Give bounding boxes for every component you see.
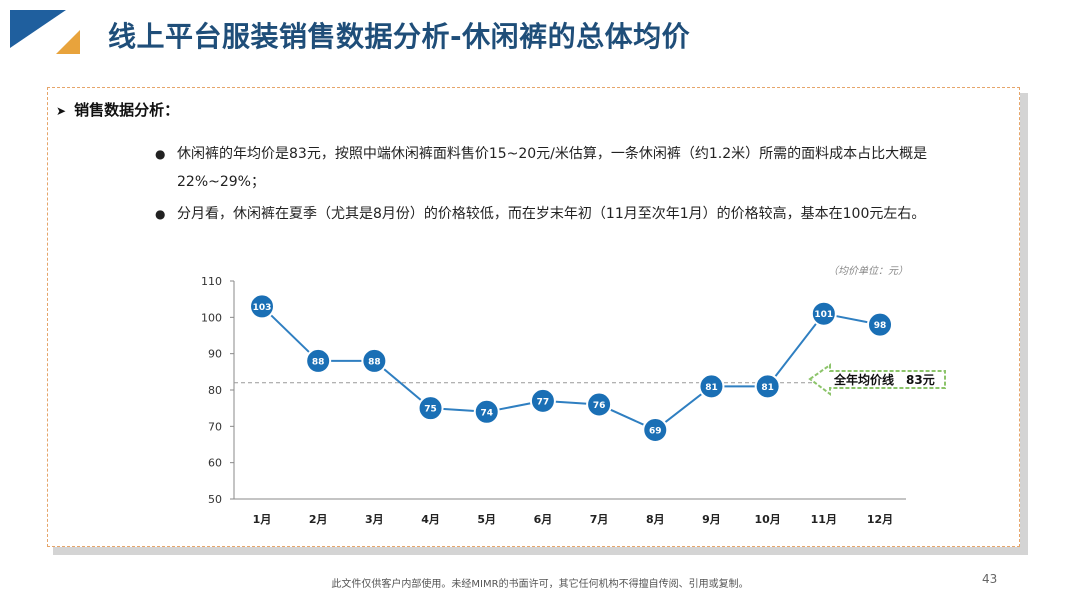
y-tick-label: 80: [208, 384, 222, 397]
data-point: [417, 395, 444, 422]
bullet-item-2: ● 分月看，休闲裤在夏季（尤其是8月份）的价格较低，而在岁末年初（11月至次年1…: [155, 200, 965, 228]
data-point: [473, 398, 500, 425]
page-number: 43: [982, 572, 998, 586]
y-tick-label: 110: [201, 275, 222, 288]
series-line: [261, 305, 881, 432]
arrow-bullet-icon: ➤: [56, 104, 67, 118]
x-tick-label: 2月: [309, 513, 328, 526]
data-point: [867, 311, 893, 338]
data-label: 101: [814, 310, 833, 320]
data-point: [361, 347, 388, 374]
x-tick-label: 4月: [421, 513, 440, 526]
bullet-dot-icon: ●: [155, 147, 166, 161]
data-point: [249, 293, 275, 320]
data-label: 77: [537, 397, 550, 407]
data-point: [529, 387, 556, 414]
data-label: 98: [874, 321, 887, 331]
x-tick-label: 8月: [646, 513, 665, 526]
x-tick-label: 1月: [253, 513, 272, 526]
x-tick-label: 11月: [811, 513, 837, 526]
data-label: 88: [368, 357, 381, 367]
data-label: 76: [593, 401, 606, 411]
data-point: [305, 347, 332, 374]
x-tick-label: 12月: [867, 513, 893, 526]
average-callout-arrow: [808, 363, 946, 396]
data-label: 103: [253, 303, 272, 313]
data-point: [754, 373, 781, 400]
data-label: 81: [705, 383, 718, 393]
x-tick-label: 5月: [477, 513, 496, 526]
page-title: 线上平台服装销售数据分析-休闲裤的总体均价: [108, 20, 691, 53]
brand-logo: [10, 10, 80, 54]
data-label: 74: [480, 408, 493, 418]
y-tick-label: 70: [208, 420, 222, 433]
y-tick-label: 60: [208, 457, 222, 470]
y-tick-label: 100: [201, 311, 222, 324]
x-tick-label: 7月: [590, 513, 609, 526]
bullet-dot-icon: ●: [155, 207, 166, 221]
data-label: 75: [424, 405, 437, 415]
x-tick-label: 3月: [365, 513, 384, 526]
bullet-text-2: 分月看，休闲裤在夏季（尤其是8月份）的价格较低，而在岁末年初（11月至次年1月）…: [177, 206, 926, 222]
average-callout-value: 83元: [906, 373, 935, 387]
y-tick-label: 50: [208, 493, 222, 506]
average-callout-label: 全年均价线: [833, 372, 894, 387]
data-point: [586, 391, 613, 418]
section-heading-text: 销售数据分析：: [74, 101, 180, 119]
data-point: [810, 300, 837, 327]
x-tick-label: 9月: [702, 513, 721, 526]
content-panel: [47, 87, 1020, 547]
data-label: 69: [649, 426, 662, 436]
section-heading: ➤ 销售数据分析：: [56, 99, 179, 120]
data-label: 81: [761, 383, 774, 393]
data-point: [698, 373, 725, 400]
data-label: 88: [312, 357, 325, 367]
bullet-item-1: ● 休闲裤的年均价是83元，按照中端休闲裤面料售价15~20元/米估算，一条休闲…: [155, 140, 965, 196]
x-tick-label: 10月: [754, 513, 780, 526]
footer-disclaimer: 此文件仅供客户内部使用。未经MIMR的书面许可，其它任何机构不得擅自传阅、引用或…: [331, 579, 749, 590]
x-tick-label: 6月: [534, 513, 553, 526]
unit-note: （均价单位：元）: [828, 265, 908, 277]
data-point: [642, 416, 669, 443]
y-tick-label: 90: [208, 348, 222, 361]
bullet-text-1: 休闲裤的年均价是83元，按照中端休闲裤面料售价15~20元/米估算，一条休闲裤（…: [177, 146, 928, 190]
